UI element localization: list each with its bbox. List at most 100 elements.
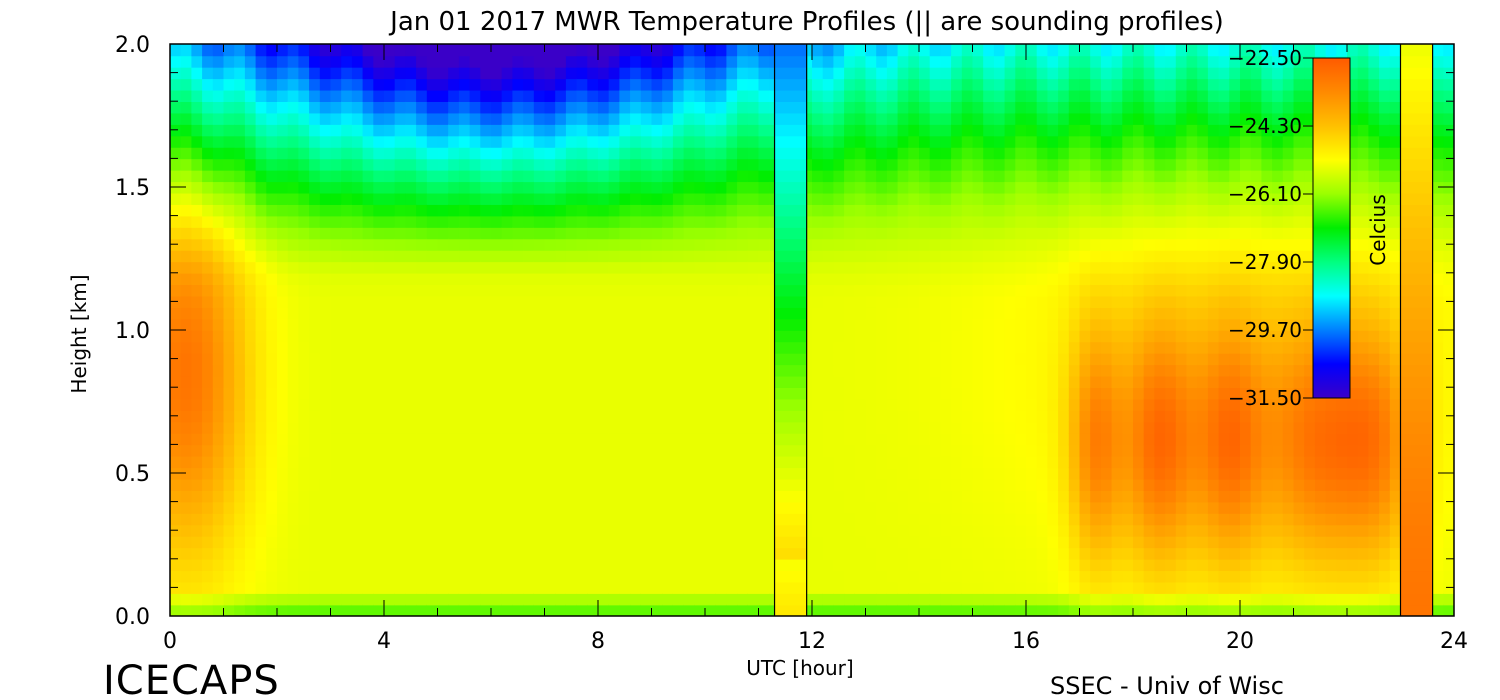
heatmap-cell (437, 112, 449, 125)
heatmap-cell (908, 387, 920, 400)
heatmap-cell (298, 535, 310, 549)
heatmap-cell (437, 124, 449, 137)
heatmap-cell (191, 261, 203, 274)
heatmap-cell (1143, 284, 1156, 297)
heatmap-cell (993, 375, 1006, 388)
heatmap-cell (266, 490, 278, 503)
heatmap-cell (940, 249, 952, 263)
heatmap-cell (394, 467, 407, 480)
heatmap-cell (1004, 604, 1017, 616)
heatmap-cell (458, 341, 471, 354)
heatmap-cell (469, 421, 482, 434)
heatmap-cell (501, 284, 514, 297)
heatmap-cell (416, 421, 428, 434)
heatmap-cell (844, 513, 856, 526)
heatmap-cell (940, 398, 952, 411)
heatmap-cell (1197, 204, 1209, 217)
heatmap-cell (1047, 501, 1059, 514)
heatmap-cell (448, 581, 460, 594)
heatmap-cell (565, 410, 578, 423)
heatmap-cell (255, 467, 268, 480)
heatmap-cell (812, 478, 824, 491)
heatmap-cell (651, 398, 663, 411)
heatmap-cell (822, 535, 835, 549)
heatmap-cell (341, 501, 353, 514)
heatmap-cell (651, 181, 663, 194)
heatmap-cell (555, 307, 567, 320)
heatmap-cell (833, 455, 845, 469)
heatmap-cell (1218, 513, 1231, 526)
heatmap-cell (1068, 78, 1081, 91)
heatmap-cell (244, 581, 257, 594)
heatmap-cell (298, 89, 310, 102)
heatmap-cell (1100, 55, 1113, 68)
heatmap-cell (277, 192, 289, 205)
heatmap-cell (469, 112, 482, 125)
heatmap-cell (330, 272, 342, 286)
heatmap-cell (234, 146, 246, 160)
heatmap-cell (170, 444, 182, 457)
heatmap-cell (202, 238, 214, 251)
heatmap-cell (662, 295, 674, 308)
heatmap-cell (1047, 261, 1059, 274)
heatmap-cell (202, 215, 214, 228)
heatmap-cell (330, 524, 342, 537)
heatmap-cell (170, 89, 182, 102)
heatmap-cell (662, 272, 674, 286)
heatmap-cell (651, 455, 663, 469)
heatmap-cell (747, 284, 760, 297)
heatmap-cell (480, 204, 492, 217)
heatmap-cell (1100, 478, 1113, 491)
heatmap-cell (1068, 192, 1081, 205)
heatmap-cell (961, 444, 974, 457)
heatmap-cell (565, 604, 578, 616)
heatmap-cell (576, 352, 589, 366)
heatmap-cell (1100, 364, 1113, 377)
heatmap-cell (512, 535, 524, 549)
heatmap-cell (416, 547, 428, 560)
heatmap-cell (1047, 295, 1059, 308)
heatmap-cell (1197, 444, 1209, 457)
heatmap-cell (1068, 364, 1081, 377)
heatmap-cell (1090, 146, 1102, 160)
heatmap-cell (1111, 387, 1124, 400)
heatmap-cell (908, 295, 920, 308)
heatmap-cell (319, 604, 332, 616)
heatmap-cell (833, 375, 845, 388)
heatmap-cell (940, 192, 952, 205)
heatmap-cell (244, 455, 257, 469)
heatmap-cell (608, 570, 621, 583)
heatmap-cell (1015, 146, 1027, 160)
heatmap-cell (544, 421, 556, 434)
heatmap-cell (1175, 78, 1188, 91)
heatmap-cell (758, 593, 770, 606)
heatmap-cell (683, 455, 696, 469)
heatmap-cell (822, 169, 835, 183)
heatmap-cell (726, 421, 738, 434)
heatmap-cell (309, 501, 321, 514)
heatmap-cell (501, 318, 514, 331)
heatmap-cell (908, 558, 920, 572)
heatmap-cell (544, 146, 556, 160)
heatmap-cell (587, 341, 599, 354)
heatmap-cell (640, 535, 653, 549)
heatmap-cell (822, 364, 835, 377)
heatmap-cell (1090, 501, 1102, 514)
heatmap-cell (191, 375, 203, 388)
heatmap-cell (983, 89, 995, 102)
heatmap-cell (854, 158, 867, 171)
heatmap-cell (309, 375, 321, 388)
heatmap-cell (266, 89, 278, 102)
heatmap-cell (491, 318, 503, 331)
heatmap-cell (672, 295, 685, 308)
heatmap-cell (212, 215, 225, 228)
heatmap-cell (587, 478, 599, 491)
heatmap-cell (908, 215, 920, 228)
heatmap-cell (705, 204, 717, 217)
heatmap-cell (1218, 410, 1231, 423)
heatmap-cell (1175, 478, 1188, 491)
heatmap-cell (630, 341, 642, 354)
heatmap-cell (993, 124, 1006, 137)
heatmap-cell (705, 398, 717, 411)
heatmap-cell (1122, 181, 1134, 194)
